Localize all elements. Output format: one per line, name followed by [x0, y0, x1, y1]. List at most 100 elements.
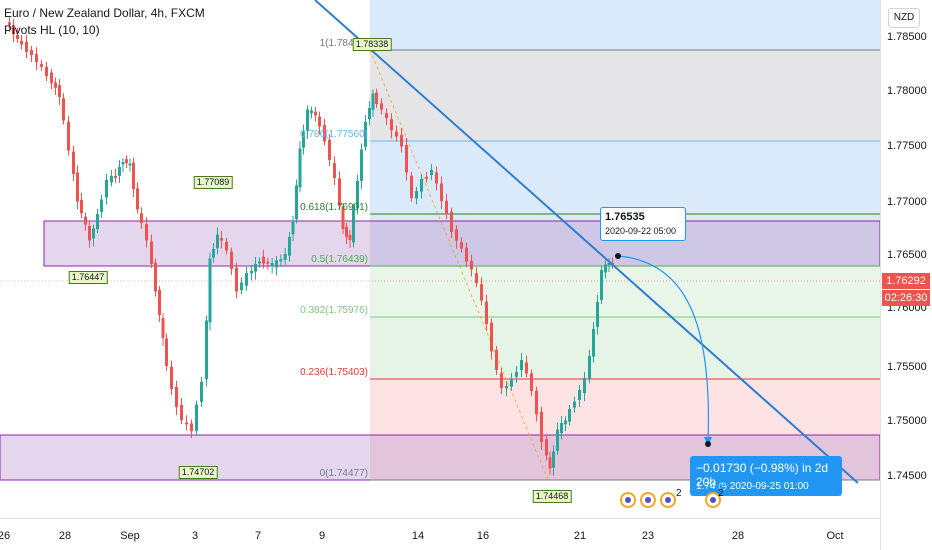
- candle-body: [67, 121, 70, 151]
- candle-body: [180, 405, 183, 420]
- fib-level-label: 1(1.78450): [319, 38, 368, 49]
- economic-event-icon[interactable]: [660, 492, 676, 508]
- candle-body: [154, 262, 157, 292]
- candle-body: [341, 206, 345, 229]
- candle-body: [314, 111, 317, 116]
- pivot-label: 1.74702: [178, 466, 218, 479]
- candle-body: [338, 178, 341, 206]
- candle-body: [368, 108, 371, 120]
- candle-body: [410, 175, 413, 198]
- economic-event-icon[interactable]: [705, 492, 721, 508]
- candle-body: [275, 260, 278, 268]
- candle-body: [16, 34, 19, 39]
- candle-body: [170, 366, 173, 389]
- price-tick-label: 1.74500: [887, 470, 927, 482]
- price-callout[interactable]: 1.76535 2020-09-22 05:00: [600, 207, 686, 241]
- candle-body: [262, 256, 265, 264]
- candle-body: [510, 379, 513, 387]
- candle-body: [485, 301, 488, 324]
- candle-body: [573, 401, 576, 408]
- fib-level-label: 0.5(1.76439): [311, 254, 368, 265]
- price-tick-label: 1.76500: [887, 249, 927, 261]
- fib-band-1-0786: [370, 0, 880, 50]
- projection-target-datetime: 2020-09-25 01:00: [729, 481, 809, 492]
- price-axis-separator: [880, 0, 881, 550]
- fib-band-0382-0236: [370, 317, 880, 379]
- candle-body: [348, 235, 352, 240]
- candle-body: [283, 254, 287, 260]
- economic-event-icon[interactable]: [640, 492, 656, 508]
- candle-body: [45, 66, 48, 76]
- date-tick-label: 14: [411, 530, 425, 542]
- candle-body: [40, 64, 43, 67]
- callout-price: 1.76535: [605, 211, 645, 223]
- candle-body: [250, 271, 253, 274]
- date-tick-label: 9: [318, 530, 326, 542]
- candle-body: [500, 373, 503, 388]
- candle-body: [560, 423, 563, 434]
- candle-body: [395, 131, 398, 137]
- candle-body: [515, 372, 518, 377]
- candle-body: [604, 264, 607, 273]
- candle-body: [556, 429, 559, 451]
- candle-body: [145, 224, 148, 241]
- candle-body: [592, 329, 595, 357]
- candle-body: [445, 200, 448, 215]
- price-tick-label: 1.75500: [887, 361, 927, 373]
- fib-level-label: 0(1.74477): [319, 468, 368, 479]
- candle-body: [30, 50, 33, 55]
- candle-body: [8, 22, 11, 26]
- candle-body: [600, 270, 603, 300]
- candle-body: [20, 40, 23, 45]
- candle-body: [205, 320, 208, 380]
- candle-body: [84, 216, 87, 225]
- date-tick-label: 16: [476, 530, 490, 542]
- candle-body: [420, 179, 423, 192]
- candle-body: [535, 390, 538, 415]
- pivot-label: 1.78338: [352, 38, 392, 51]
- candle-body: [150, 241, 153, 264]
- candle-body: [385, 113, 388, 118]
- candle-body: [76, 172, 79, 202]
- date-tick-label: Sep: [120, 530, 140, 542]
- candle-body: [435, 172, 438, 184]
- projection-target: [705, 441, 711, 447]
- candle-body: [50, 72, 53, 84]
- candle-body: [450, 211, 453, 232]
- candle-body: [92, 228, 95, 239]
- economic-event-icon[interactable]: [620, 492, 636, 508]
- candle-body: [583, 378, 586, 394]
- currency-button[interactable]: NZD: [888, 8, 920, 28]
- projection-arc: [617, 255, 710, 444]
- candle-body: [212, 249, 215, 258]
- projection-box[interactable]: −0.01730 (−0.98%) in 2d 20h 1.74 ◷ 2020-…: [690, 456, 842, 496]
- projection-change: −0.01730 (−0.98%) in 2d 20h: [696, 461, 829, 489]
- date-tick-label: 7: [254, 530, 262, 542]
- date-tick-label: 23: [641, 530, 655, 542]
- candle-body: [185, 422, 188, 425]
- candle-body: [225, 241, 228, 251]
- fib-band-0786-0618: [370, 141, 880, 214]
- candle-body: [125, 159, 128, 163]
- candle-body: [364, 122, 367, 147]
- time-axis-separator: [0, 518, 880, 519]
- candle-body: [88, 225, 91, 241]
- candle-body: [165, 338, 168, 366]
- event-count: 2: [676, 488, 682, 499]
- candle-body: [564, 420, 567, 425]
- candle-body: [200, 382, 203, 402]
- candle-body: [136, 188, 139, 210]
- indicator-legend[interactable]: Pivots HL (10, 10): [4, 23, 100, 37]
- trendline[interactable]: [314, 0, 859, 484]
- candle-body: [405, 145, 408, 173]
- candle-body: [552, 451, 555, 468]
- candle-body: [158, 290, 161, 315]
- symbol-title: Euro / New Zealand Dollar, 4h, FXCM: [4, 6, 205, 20]
- fib-level-label: 0.786(1.77560): [300, 129, 368, 140]
- date-tick-label: Oct: [826, 530, 844, 542]
- candle-body: [128, 163, 132, 166]
- candle-body: [190, 423, 193, 431]
- date-tick-label: 21: [573, 530, 587, 542]
- candle-body: [288, 237, 291, 256]
